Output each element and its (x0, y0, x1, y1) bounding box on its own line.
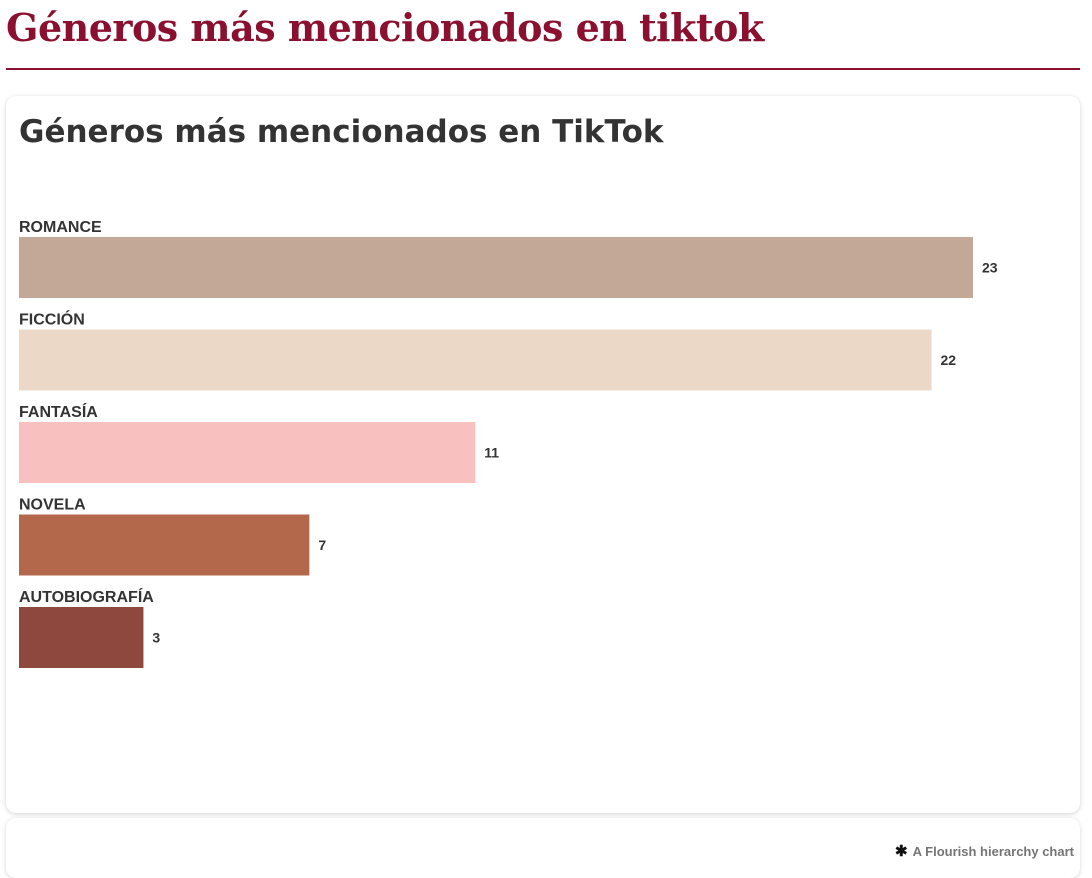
bar[interactable] (19, 329, 932, 391)
flourish-asterisk-icon: ✱ (894, 843, 908, 860)
bar[interactable] (19, 237, 973, 298)
bar[interactable] (19, 422, 476, 483)
category-label: NOVELA (19, 497, 86, 514)
flourish-credit[interactable]: ✱ A Flourish hierarchy chart (895, 842, 1074, 860)
bar-chart: ROMANCE 23 FICCIÓN 22 FANTASÍA 11 NOVELA 7 AUTOB… (19, 219, 998, 668)
chart-title: Géneros más mencionados en TikTok (19, 114, 664, 150)
value-label: 7 (318, 537, 326, 553)
value-label: 3 (152, 630, 160, 646)
bar[interactable] (19, 607, 144, 668)
value-label: 22 (941, 352, 957, 368)
category-label: FANTASÍA (19, 402, 98, 421)
bar[interactable] (19, 514, 310, 576)
category-label: FICCIÓN (19, 310, 85, 329)
credit-text: A Flourish hierarchy chart (912, 844, 1074, 859)
category-label: AUTOBIOGRAFÍA (19, 587, 154, 606)
value-label: 11 (484, 445, 499, 461)
value-label: 23 (982, 260, 998, 276)
page-title: Géneros más mencionados en tiktok (6, 5, 764, 50)
title-divider (6, 68, 1080, 70)
category-label: ROMANCE (19, 219, 102, 236)
